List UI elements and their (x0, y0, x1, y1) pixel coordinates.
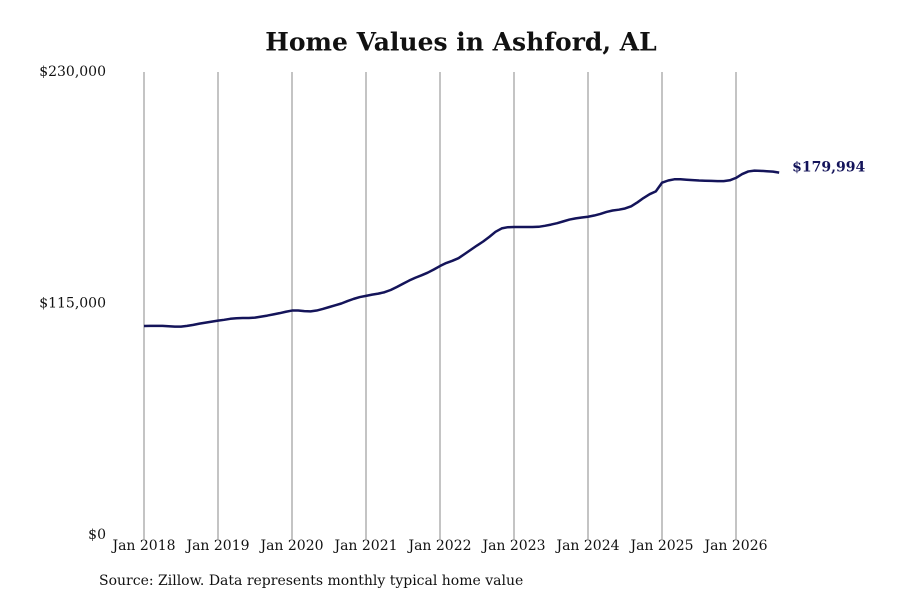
x-tick-label: Jan 2025 (628, 538, 693, 554)
chart-title: Home Values in Ashford, AL (265, 28, 657, 57)
x-tick-label: Jan 2021 (332, 538, 397, 554)
x-tick-label: Jan 2023 (480, 538, 545, 554)
source-note: Source: Zillow. Data represents monthly … (99, 573, 523, 589)
y-tick-label: $115,000 (39, 296, 106, 312)
x-tick-label: Jan 2024 (554, 538, 619, 554)
y-tick-label: $0 (88, 527, 106, 543)
x-tick-label: Jan 2022 (406, 538, 471, 554)
x-tick-label: Jan 2019 (184, 538, 249, 554)
end-value-label: $179,994 (792, 160, 865, 176)
y-tick-label: $230,000 (39, 64, 106, 80)
x-tick-label: Jan 2020 (258, 538, 323, 554)
x-tick-label: Jan 2026 (702, 538, 767, 554)
line-series (143, 169, 780, 328)
x-tick-label: Jan 2018 (110, 538, 175, 554)
